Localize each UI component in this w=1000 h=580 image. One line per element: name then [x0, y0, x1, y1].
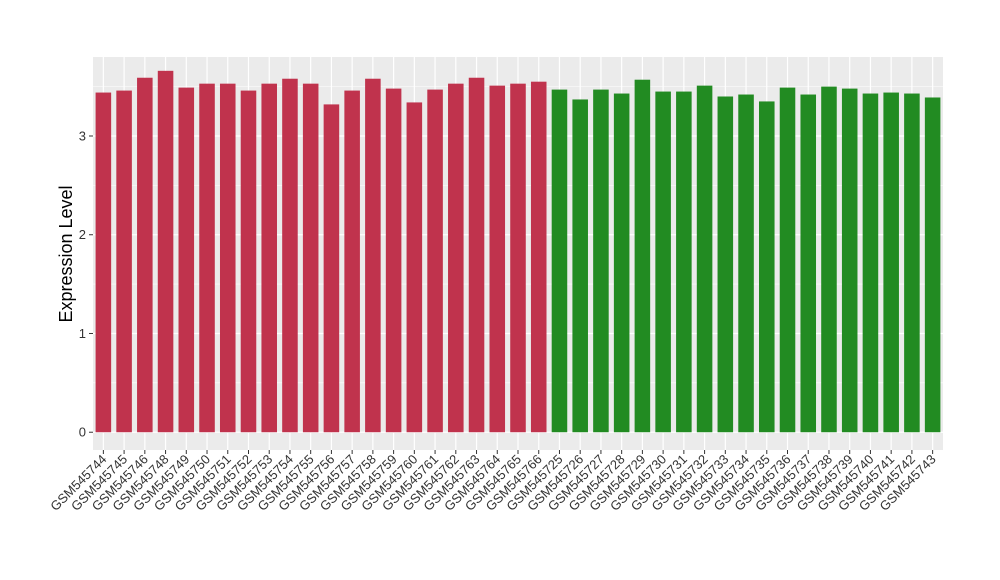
y-tick-label: 3	[79, 128, 86, 143]
bar-GSM545733	[717, 96, 734, 433]
bar-GSM545725	[551, 89, 568, 433]
bar-GSM545760	[406, 102, 423, 433]
bar-GSM545737	[800, 94, 817, 433]
bar-GSM545756	[323, 104, 340, 433]
bars	[95, 70, 941, 433]
bar-GSM545732	[696, 85, 713, 433]
bar-GSM545755	[302, 83, 319, 433]
bar-GSM545765	[510, 83, 526, 433]
bar-GSM545728	[613, 93, 630, 433]
bar-GSM545746	[137, 77, 153, 433]
bar-GSM545734	[738, 94, 754, 433]
x-axis: GSM545744GSM545745GSM545746GSM545748GSM5…	[47, 450, 939, 514]
bar-GSM545739	[841, 88, 858, 433]
bar-GSM545731	[676, 91, 692, 433]
bar-GSM545726	[572, 99, 588, 433]
bar-GSM545761	[427, 89, 443, 433]
bar-GSM545740	[862, 93, 879, 433]
bar-GSM545754	[282, 78, 298, 433]
bar-GSM545730	[655, 91, 671, 433]
bar-GSM545764	[489, 85, 506, 433]
bar-GSM545742	[904, 93, 920, 433]
bar-GSM545738	[821, 86, 837, 433]
bar-GSM545753	[261, 83, 277, 433]
bar-GSM545748	[157, 70, 174, 433]
bar-GSM545741	[883, 92, 899, 433]
bar-GSM545766	[530, 81, 547, 433]
bar-GSM545729	[634, 79, 651, 433]
bar-GSM545750	[199, 83, 215, 433]
bar-GSM545749	[178, 87, 195, 433]
y-tick-label: 1	[79, 326, 86, 341]
bar-GSM545736	[779, 87, 796, 433]
bar-GSM545757	[344, 90, 360, 433]
bar-GSM545743	[924, 97, 941, 433]
bar-GSM545752	[240, 90, 257, 433]
bar-GSM545744	[95, 92, 112, 433]
bar-GSM545759	[385, 88, 402, 433]
bar-GSM545745	[116, 90, 132, 433]
bar-GSM545727	[593, 89, 609, 433]
y-axis: 0 1 2 3	[79, 128, 93, 440]
bar-GSM545758	[365, 78, 381, 433]
bar-GSM545763	[468, 77, 485, 433]
bar-GSM545751	[219, 83, 236, 433]
y-axis-title: Expression Level	[56, 185, 76, 322]
y-tick-label: 2	[79, 227, 86, 242]
bar-GSM545762	[448, 83, 464, 433]
bar-GSM545735	[759, 101, 775, 433]
y-tick-label: 0	[79, 425, 86, 440]
